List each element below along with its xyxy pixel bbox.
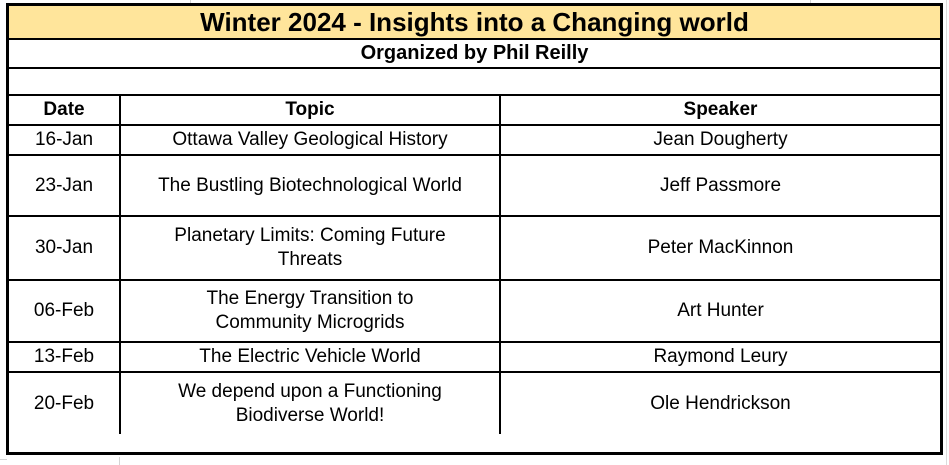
date-cell: 06-Feb [9,281,121,341]
table-row: 13-Feb The Electric Vehicle World Raymon… [9,343,940,373]
column-header-date: Date [9,96,121,124]
topic-cell: Planetary Limits: Coming Future Threats [121,217,501,279]
title-row: Winter 2024 - Insights into a Changing w… [9,6,940,40]
sheet-gridline [119,457,120,465]
speaker-cell: Peter MacKinnon [647,237,794,258]
date-cell: 30-Jan [9,217,121,279]
date-cell: 20-Feb [9,373,121,434]
spacer-row [9,69,940,96]
table-header-row: Date Topic Speaker [9,96,940,126]
date-cell: 13-Feb [9,343,121,371]
schedule-table: Winter 2024 - Insights into a Changing w… [6,3,943,455]
column-header-speaker: Speaker [683,99,758,120]
organizer-row: Organized by Phil Reilly [9,40,940,69]
date-cell: 16-Jan [9,126,121,154]
spacer-cell [9,69,940,94]
page-title: Winter 2024 - Insights into a Changing w… [200,6,749,37]
column-header-topic: Topic [121,96,501,124]
table-row: 06-Feb The Energy Transition to Communit… [9,281,940,343]
speaker-cell: Jean Dougherty [653,129,788,150]
organizer-text: Organized by Phil Reilly [360,42,589,64]
table-row: 23-Jan The Bustling Biotechnological Wor… [9,156,940,217]
speaker-cell: Raymond Leury [653,346,788,367]
date-cell: 23-Jan [9,156,121,215]
sheet-gridline [946,0,947,465]
speaker-cell: Jeff Passmore [659,174,782,196]
speaker-cell: Ole Hendrickson [650,392,791,414]
table-row: 20-Feb We depend upon a Functioning Biod… [9,373,940,434]
sheet-gridline [810,0,811,4]
topic-cell: The Energy Transition to Community Micro… [121,281,501,341]
topic-cell: The Bustling Biotechnological World [121,156,501,215]
speaker-cell: Art Hunter [677,300,764,321]
topic-cell: Ottawa Valley Geological History [121,126,501,154]
sheet-gridline [190,0,191,4]
topic-cell: We depend upon a Functioning Biodiverse … [121,373,501,434]
topic-cell: The Electric Vehicle World [121,343,501,371]
table-row: 16-Jan Ottawa Valley Geological History … [9,126,940,156]
table-row: 30-Jan Planetary Limits: Coming Future T… [9,217,940,281]
sheet-gridline [0,459,7,460]
